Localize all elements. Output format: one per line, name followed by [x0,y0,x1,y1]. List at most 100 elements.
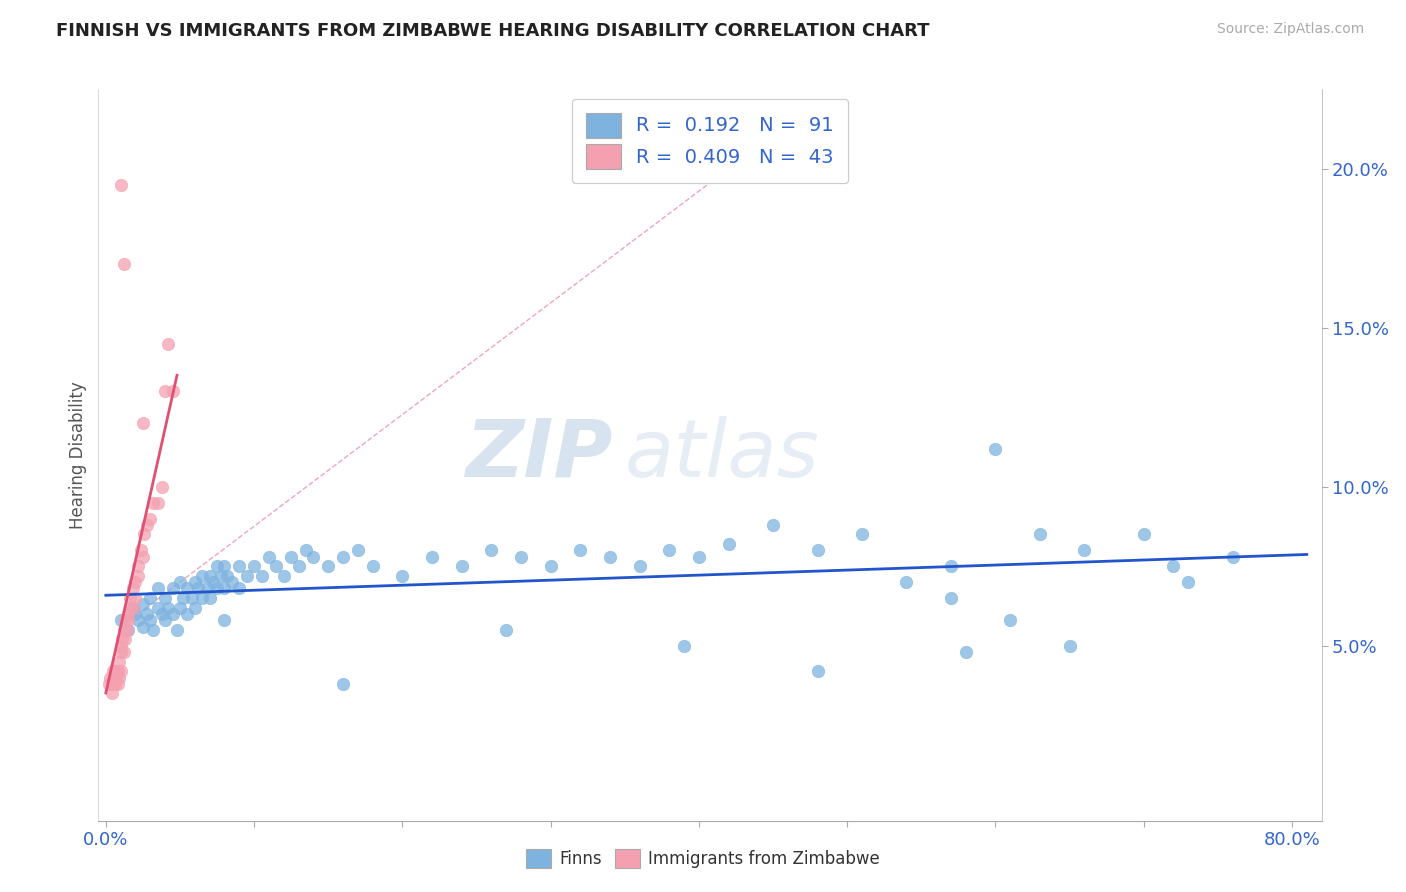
Point [150,480,173,494]
Point [673,639,696,653]
Point [257,549,280,564]
Point [114,632,136,647]
Point [1222,549,1244,564]
Point [195,582,218,596]
Point [332,677,354,691]
Point [112,623,135,637]
Point [169,575,191,590]
Point [235,568,257,582]
Text: ZIP: ZIP [465,416,612,494]
Point [124,607,146,621]
Point [717,537,740,551]
Point [184,600,207,615]
Point [540,559,562,574]
Point [191,591,214,605]
Point [1177,575,1199,590]
Text: atlas: atlas [624,416,820,494]
Point [153,384,176,399]
Point [157,336,180,351]
Point [139,613,162,627]
Legend: Finns, Immigrants from Zimbabwe: Finns, Immigrants from Zimbabwe [519,842,887,875]
Point [939,559,962,574]
Point [110,639,132,653]
Point [1029,527,1052,541]
Point [162,384,184,399]
Point [273,568,295,582]
Point [146,495,169,509]
Point [287,559,309,574]
Point [955,645,977,659]
Point [201,575,224,590]
Point [118,600,141,615]
Point [162,582,184,596]
Point [184,575,207,590]
Point [214,559,236,574]
Point [105,664,128,678]
Point [121,600,143,615]
Point [115,623,138,637]
Point [139,591,162,605]
Point [110,645,132,659]
Point [132,620,155,634]
Point [98,671,121,685]
Point [118,591,141,605]
Point [139,511,162,525]
Point [205,582,228,596]
Point [762,517,785,532]
Point [117,607,139,621]
Point [103,664,125,678]
Point [1132,527,1154,541]
Point [658,543,681,558]
Point [142,623,165,637]
Point [127,613,149,627]
Point [142,495,165,509]
Point [191,568,214,582]
Point [114,613,136,627]
Point [391,568,413,582]
Point [295,543,318,558]
Point [851,527,873,541]
Point [1059,639,1081,653]
Point [180,591,202,605]
Text: Source: ZipAtlas.com: Source: ZipAtlas.com [1216,22,1364,37]
Point [806,664,828,678]
Point [420,549,443,564]
Point [806,543,828,558]
Point [146,600,169,615]
Point [347,543,370,558]
Point [104,677,127,691]
Point [112,257,135,271]
Point [132,416,155,430]
Point [176,582,198,596]
Point [214,613,236,627]
Point [266,559,288,574]
Point [243,559,266,574]
Point [198,591,221,605]
Point [136,607,159,621]
Legend: R =  0.192   N =  91, R =  0.409   N =  43: R = 0.192 N = 91, R = 0.409 N = 43 [572,99,848,183]
Point [280,549,302,564]
Point [172,591,194,605]
Point [228,582,250,596]
Point [107,664,129,678]
Point [108,655,131,669]
Point [127,568,149,582]
Point [221,575,243,590]
Point [599,549,621,564]
Point [450,559,472,574]
Point [187,582,209,596]
Point [105,671,128,685]
Point [97,677,120,691]
Point [198,568,221,582]
Point [302,549,325,564]
Point [124,575,146,590]
Point [361,559,384,574]
Point [205,559,228,574]
Point [136,517,159,532]
Point [157,600,180,615]
Point [214,582,236,596]
Point [110,664,132,678]
Point [132,598,155,612]
Point [1073,543,1095,558]
Point [217,568,239,582]
